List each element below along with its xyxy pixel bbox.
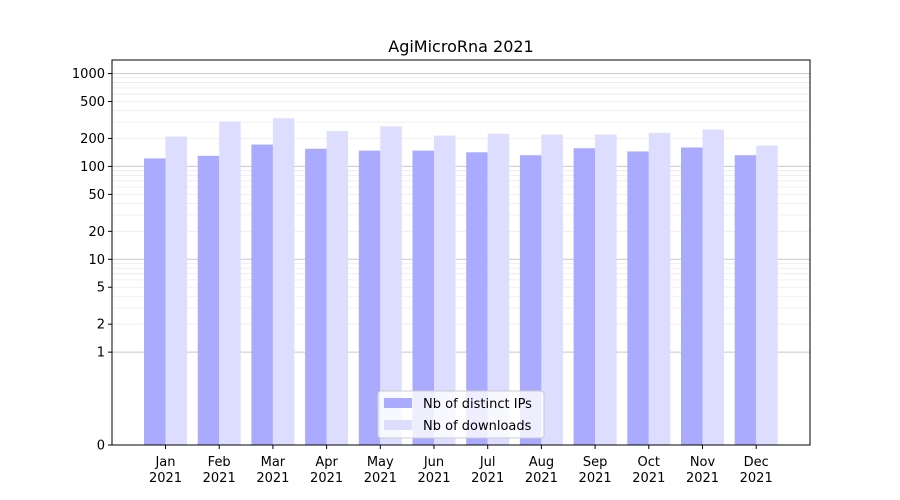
bar-distinct-ips-sep — [573, 148, 596, 446]
x-tick-label-year: 2021 — [310, 471, 343, 486]
x-axis: Jan2021Feb2021Mar2021Apr2021May2021Jun20… — [149, 445, 773, 486]
bar-downloads-nov — [702, 129, 724, 445]
y-tick-label: 20 — [88, 225, 105, 240]
x-tick-label-year: 2021 — [256, 471, 289, 486]
y-tick-label: 10 — [88, 253, 105, 268]
legend-swatch-downloads — [384, 420, 412, 430]
x-tick-label-month: Aug — [529, 455, 554, 470]
x-tick-label-year: 2021 — [740, 471, 773, 486]
x-tick-label-year: 2021 — [149, 471, 182, 486]
bar-distinct-ips-feb — [197, 155, 220, 445]
x-tick-label-year: 2021 — [364, 471, 397, 486]
x-tick-label-month: Jan — [154, 455, 175, 470]
x-tick-label-month: Oct — [638, 455, 660, 470]
x-tick-label-year: 2021 — [417, 471, 450, 486]
y-tick-label: 200 — [80, 132, 105, 147]
bar-distinct-ips-jun — [412, 150, 434, 445]
x-tick-label-month: May — [367, 455, 394, 470]
bar-downloads-jul — [487, 133, 510, 445]
x-tick-label-month: Sep — [583, 455, 608, 470]
x-tick-label-year: 2021 — [471, 471, 504, 486]
x-tick-label-year: 2021 — [525, 471, 558, 486]
y-tick-label: 0 — [97, 439, 105, 454]
plot-frame — [111, 59, 811, 446]
bar-downloads-may — [380, 126, 402, 445]
x-tick-label-month: Jul — [479, 455, 496, 470]
x-tick-label-year: 2021 — [579, 471, 612, 486]
x-tick-label-month: Mar — [261, 455, 286, 470]
y-tick-label: 1 — [97, 346, 105, 361]
legend-label-ips: Nb of distinct IPs — [423, 397, 532, 412]
legend-label-downloads: Nb of downloads — [423, 419, 532, 434]
bar-downloads-jun — [434, 135, 456, 445]
legend-box — [377, 390, 545, 439]
bar-distinct-ips-oct — [627, 151, 649, 445]
y-tick-label: 1000 — [72, 67, 105, 82]
bars — [144, 118, 778, 446]
x-tick-label-month: Jun — [423, 455, 444, 470]
bar-downloads-feb — [219, 121, 241, 445]
chart-title: AgiMicroRna 2021 — [388, 37, 533, 56]
bar-downloads-oct — [648, 132, 671, 445]
bar-distinct-ips-may — [358, 150, 381, 445]
x-tick-label-month: Dec — [744, 455, 769, 470]
x-tick-label-year: 2021 — [203, 471, 236, 486]
bar-distinct-ips-jan — [144, 158, 166, 445]
x-tick-label-month: Nov — [690, 455, 716, 470]
bar-downloads-sep — [595, 134, 617, 445]
bar-downloads-mar — [272, 118, 295, 446]
bar-downloads-aug — [541, 134, 563, 445]
bar-distinct-ips-apr — [305, 148, 327, 446]
bar-downloads-dec — [756, 145, 778, 445]
y-axis: 0 1 2 5 10 20 50 100 200 500 1000 — [72, 67, 112, 454]
bar-downloads-jan — [165, 136, 187, 445]
y-tick-label: 2 — [97, 318, 105, 333]
bar-distinct-ips-aug — [519, 155, 542, 445]
y-tick-label: 500 — [80, 95, 105, 110]
y-tick-label: 5 — [97, 281, 105, 296]
x-tick-label-month: Apr — [315, 455, 338, 470]
bar-distinct-ips-dec — [734, 155, 757, 445]
bar-distinct-ips-mar — [251, 144, 273, 445]
bar-distinct-ips-jul — [466, 152, 488, 445]
y-tick-label: 100 — [80, 160, 105, 175]
x-tick-label-year: 2021 — [632, 471, 665, 486]
y-tick-label: 50 — [88, 188, 105, 203]
x-tick-label-month: Feb — [208, 455, 231, 470]
x-tick-label-year: 2021 — [686, 471, 719, 486]
bar-distinct-ips-nov — [681, 147, 703, 445]
legend-swatch-ips — [384, 398, 412, 408]
legend: Nb of distinct IPs Nb of downloads — [377, 390, 545, 439]
bar-downloads-apr — [326, 131, 349, 446]
